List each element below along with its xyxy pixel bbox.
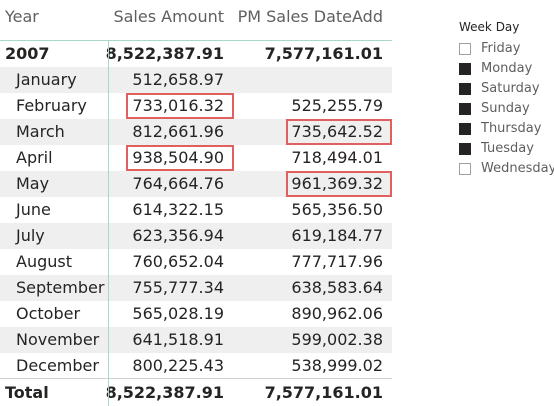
slicer-item-label: Thursday xyxy=(481,121,542,136)
table-row: June 614,322.15 565,356.50 xyxy=(0,197,392,223)
row-label-year[interactable]: 2007 xyxy=(5,44,50,63)
week-day-slicer: Week Day Friday Monday Saturday Sunday Thurs… xyxy=(452,14,554,194)
table-row: August 760,652.04 777,717.96 xyxy=(0,249,392,275)
table-row: July 623,356.94 619,184.77 xyxy=(0,223,392,249)
table-row: February 733,016.32 525,255.79 xyxy=(0,93,392,119)
row-label-month[interactable]: October xyxy=(16,304,81,323)
row-label-month[interactable]: November xyxy=(16,330,100,349)
checked-checkbox-icon[interactable] xyxy=(459,63,471,75)
row-band xyxy=(0,171,392,197)
row-label-month[interactable]: June xyxy=(16,200,51,219)
slicer-item[interactable]: Saturday xyxy=(459,79,554,99)
checked-checkbox-icon[interactable] xyxy=(459,83,471,95)
row-band xyxy=(0,223,392,249)
checked-checkbox-icon[interactable] xyxy=(459,103,471,115)
slicer-item-label: Saturday xyxy=(481,81,540,96)
pm-sales-cell: 961,369.32 xyxy=(291,174,383,193)
highlight-box-march-pm xyxy=(286,119,392,145)
sales-amount-cell: 800,225.43 xyxy=(132,356,224,375)
pm-sales-cell: 599,002.38 xyxy=(291,330,383,349)
pm-sales-cell: 735,642.52 xyxy=(291,122,383,141)
pm-sales-cell: 565,356.50 xyxy=(291,200,383,219)
sales-amount-cell: 755,777.34 xyxy=(132,278,224,297)
row-header-divider xyxy=(108,40,109,406)
row-band xyxy=(0,275,392,301)
table-row: November 641,518.91 599,002.38 xyxy=(0,327,392,353)
slicer-item-label: Sunday xyxy=(481,101,530,116)
slicer-item[interactable]: Thursday xyxy=(459,119,554,139)
column-header-year[interactable]: Year xyxy=(5,7,39,26)
pm-sales-cell: 525,255.79 xyxy=(291,96,383,115)
matrix-header-row: Year Sales Amount PM Sales DateAdd xyxy=(0,4,392,30)
row-label-month[interactable]: July xyxy=(16,226,45,245)
sales-amount-cell: 641,518.91 xyxy=(132,330,224,349)
sales-amount-cell: 565,028.19 xyxy=(132,304,224,323)
slicer-item[interactable]: Tuesday xyxy=(459,139,554,159)
column-header-pm-sales-dateadd[interactable]: PM Sales DateAdd xyxy=(237,7,383,26)
year-sales-value: 8,522,387.91 xyxy=(105,44,224,63)
row-band xyxy=(0,67,392,93)
row-band xyxy=(0,327,392,353)
sales-amount-cell: 733,016.32 xyxy=(132,96,224,115)
total-sales-value: 8,522,387.91 xyxy=(105,383,224,402)
table-row: March 812,661.96 735,642.52 xyxy=(0,119,392,145)
sales-amount-cell: 614,322.15 xyxy=(132,200,224,219)
matrix-visual: Year Sales Amount PM Sales DateAdd 2007 … xyxy=(0,4,392,406)
slicer-title: Week Day xyxy=(459,20,520,34)
header-divider xyxy=(0,40,392,41)
slicer-item-label: Wednesday xyxy=(481,161,554,176)
pm-sales-cell: 638,583.64 xyxy=(291,278,383,297)
table-row: May 764,664.76 961,369.32 xyxy=(0,171,392,197)
row-label-month[interactable]: August xyxy=(16,252,72,271)
slicer-item-label: Monday xyxy=(481,61,533,76)
slicer-item[interactable]: Monday xyxy=(459,59,554,79)
total-divider xyxy=(0,378,392,379)
row-label-month[interactable]: December xyxy=(16,356,99,375)
pm-sales-cell: 538,999.02 xyxy=(291,356,383,375)
pm-sales-cell: 718,494.01 xyxy=(291,148,383,167)
sales-amount-cell: 512,658.97 xyxy=(132,70,224,89)
column-header-sales-amount[interactable]: Sales Amount xyxy=(113,7,224,26)
sales-amount-cell: 764,664.76 xyxy=(132,174,224,193)
total-row: Total 8,522,387.91 7,577,161.01 xyxy=(0,380,392,406)
checked-checkbox-icon[interactable] xyxy=(459,143,471,155)
sales-amount-cell: 812,661.96 xyxy=(132,122,224,141)
highlight-box-may-pm xyxy=(286,171,392,197)
slicer-item[interactable]: Sunday xyxy=(459,99,554,119)
slicer-item[interactable]: Friday xyxy=(459,39,554,59)
year-row: 2007 8,522,387.91 7,577,161.01 xyxy=(0,41,392,67)
pm-sales-cell: 619,184.77 xyxy=(291,226,383,245)
highlight-box-april-sales xyxy=(126,145,234,171)
unchecked-checkbox-icon[interactable] xyxy=(459,43,471,55)
table-row: April 938,504.90 718,494.01 xyxy=(0,145,392,171)
slicer-item-label: Tuesday xyxy=(481,141,534,156)
row-label-month[interactable]: April xyxy=(16,148,53,167)
row-label-total: Total xyxy=(5,383,49,402)
year-pm-value: 7,577,161.01 xyxy=(264,44,383,63)
table-row: October 565,028.19 890,962.06 xyxy=(0,301,392,327)
row-label-month[interactable]: March xyxy=(16,122,65,141)
unchecked-checkbox-icon[interactable] xyxy=(459,163,471,175)
row-label-month[interactable]: September xyxy=(16,278,105,297)
pm-sales-cell: 777,717.96 xyxy=(291,252,383,271)
row-label-month[interactable]: January xyxy=(16,70,77,89)
pm-sales-cell: 890,962.06 xyxy=(291,304,383,323)
slicer-item[interactable]: Wednesday xyxy=(459,159,554,179)
row-label-month[interactable]: May xyxy=(16,174,50,193)
sales-amount-cell: 760,652.04 xyxy=(132,252,224,271)
sales-amount-cell: 938,504.90 xyxy=(132,148,224,167)
total-pm-value: 7,577,161.01 xyxy=(264,383,383,402)
sales-amount-cell: 623,356.94 xyxy=(132,226,224,245)
checked-checkbox-icon[interactable] xyxy=(459,123,471,135)
table-row: January 512,658.97 xyxy=(0,67,392,93)
slicer-item-label: Friday xyxy=(481,41,521,56)
table-row: December 800,225.43 538,999.02 xyxy=(0,353,392,379)
highlight-box-february-sales xyxy=(126,93,234,119)
table-row: September 755,777.34 638,583.64 xyxy=(0,275,392,301)
row-band xyxy=(0,119,392,145)
row-label-month[interactable]: February xyxy=(16,96,87,115)
